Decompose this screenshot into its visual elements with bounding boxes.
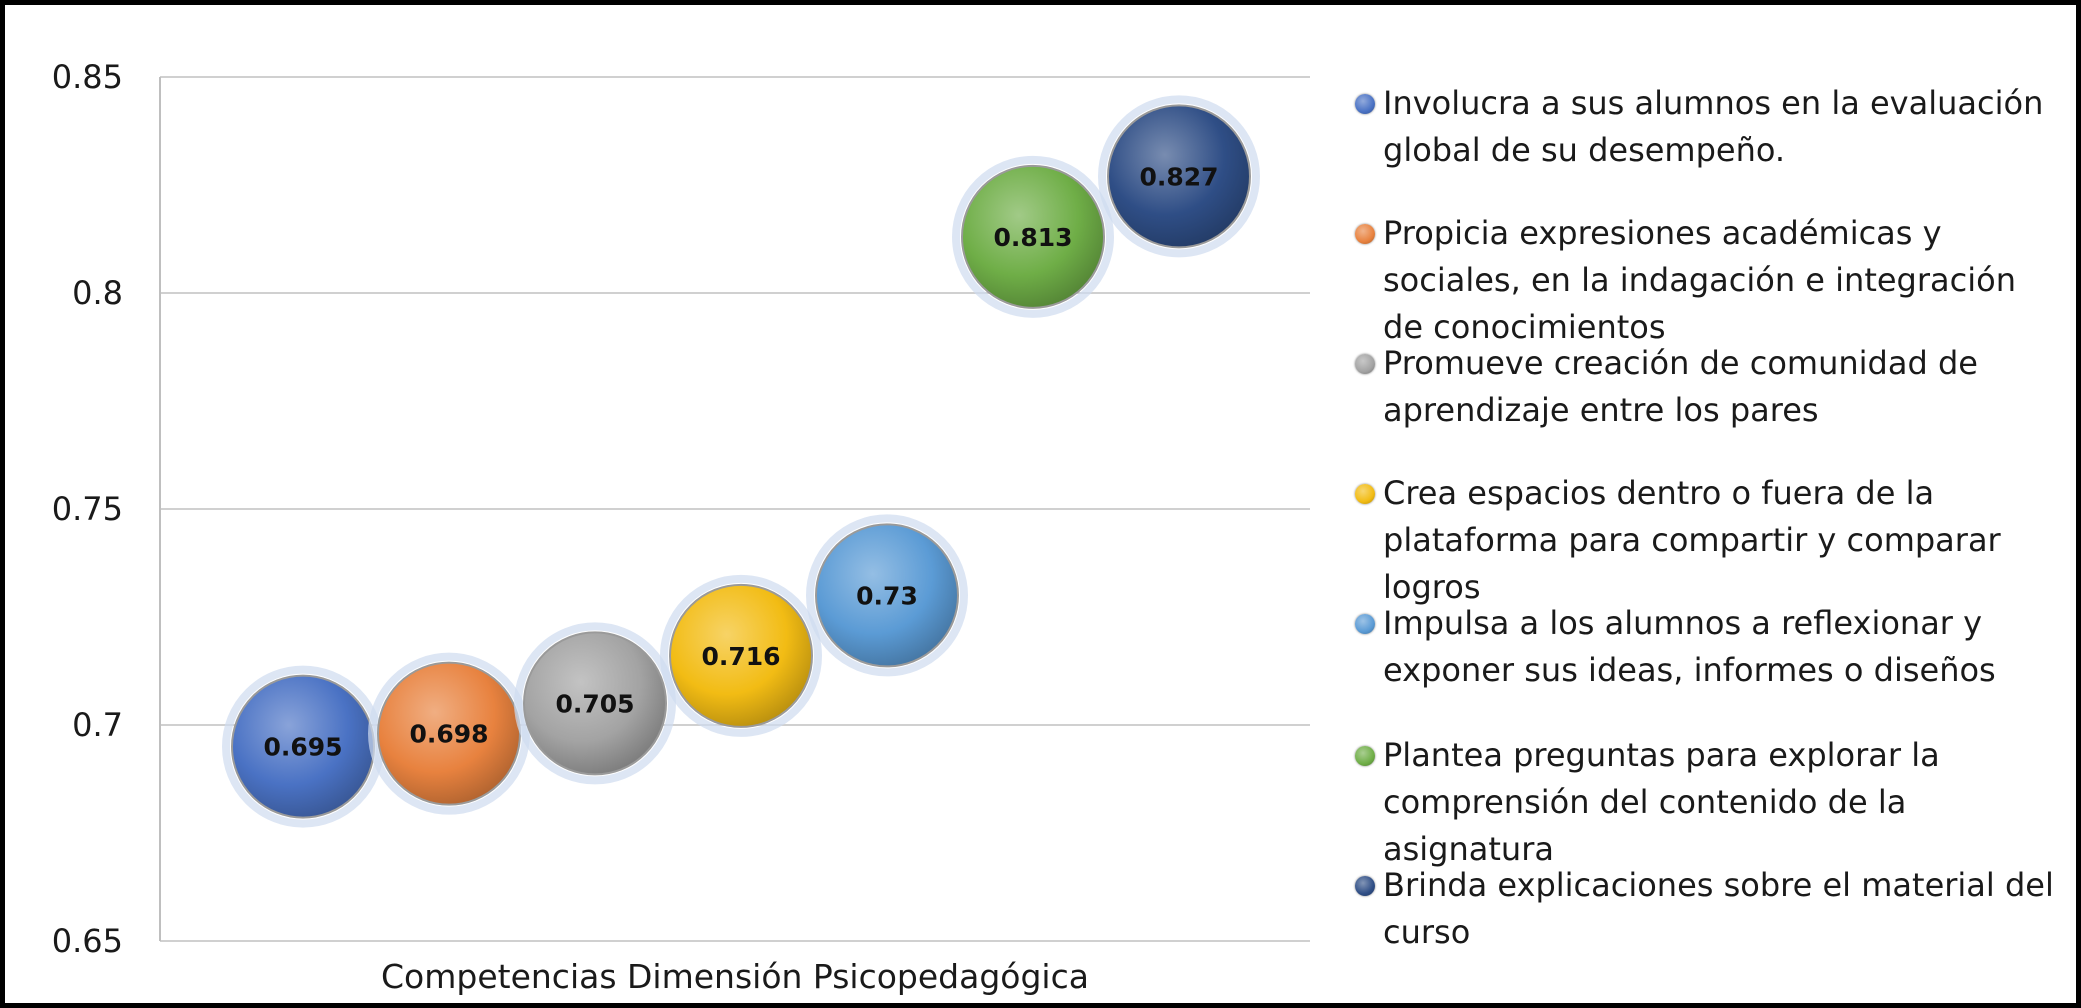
bubble-circle (815, 523, 959, 668)
legend-marker-icon (1355, 224, 1375, 244)
y-tick-label: 0.75 (52, 490, 123, 528)
y-tick-label: 0.7 (72, 706, 123, 744)
bubble: 0.698 (368, 652, 530, 815)
y-tick-label: 0.85 (52, 58, 123, 96)
bubble-value-label: 0.73 (856, 581, 918, 610)
legend-marker-icon (1355, 354, 1375, 374)
legend-label: Promueve creación de comunidad de aprend… (1383, 344, 1978, 429)
bubble-glow (1098, 95, 1260, 258)
bubble-value-label: 0.705 (555, 689, 634, 718)
legend-label: Crea espacios dentro o fuera de la plata… (1383, 474, 2001, 606)
y-tick-label: 0.8 (72, 274, 123, 312)
legend-marker-icon (1355, 746, 1375, 766)
bubble-value-label: 0.813 (993, 223, 1072, 252)
legend-label: Plantea preguntas para explorar la compr… (1383, 736, 1940, 868)
bubble-circle (523, 631, 667, 776)
legend-item: Propicia expresiones académicas y social… (1355, 210, 2055, 351)
bubble: 0.73 (806, 514, 968, 677)
y-tick-labels: 0.65 0.7 0.75 0.8 0.85 (52, 58, 123, 960)
bubble-chart: 0.650.70.750.80.85 0.695 0.6980.7050.7160… (52, 58, 1310, 996)
legend-label: Involucra a sus alumnos en la evaluación… (1383, 84, 2044, 169)
legend-item: Promueve creación de comunidad de aprend… (1355, 340, 2055, 434)
bubble: 0.695 (222, 665, 384, 828)
legend-item: Plantea preguntas para explorar la compr… (1355, 732, 2055, 873)
bubble-glow (952, 155, 1114, 318)
legend-marker-icon (1355, 876, 1375, 896)
bubble-value-label: 0.698 (409, 720, 488, 749)
bubble-value-label: 0.695 (263, 733, 342, 762)
bubble: 0.827 (1098, 95, 1260, 258)
bubble-glow (660, 574, 822, 737)
bubble-circle (961, 164, 1105, 309)
bubble-value-label: 0.827 (1139, 162, 1218, 191)
legend-item: Impulsa a los alumnos a reflexionar y ex… (1355, 600, 2055, 694)
bubble: 0.705 (514, 622, 676, 785)
legend-item: Crea espacios dentro o fuera de la plata… (1355, 470, 2055, 611)
legend-marker-icon (1355, 484, 1375, 504)
bubble-glow (806, 514, 968, 677)
legend-item: Involucra a sus alumnos en la evaluación… (1355, 80, 2055, 174)
bubble: 0.716 (660, 574, 822, 737)
legend-label: Propicia expresiones académicas y social… (1383, 214, 2016, 346)
y-tick-label: 0.65 (52, 922, 123, 960)
bubble-circle (1107, 104, 1251, 249)
x-axis-label: Competencias Dimensión Psicopedagógica (381, 957, 1089, 996)
legend-label: Brinda explicaciones sobre el material d… (1383, 866, 2054, 951)
bubbles: 0.695 0.698 0.705 0.716 0.73 0.813 0.827 (222, 95, 1260, 828)
bubble-value-label: 0.716 (701, 642, 780, 671)
bubble-circle (669, 583, 813, 728)
legend-item: Brinda explicaciones sobre el material d… (1355, 862, 2055, 956)
legend-label: Impulsa a los alumnos a reflexionar y ex… (1383, 604, 1996, 689)
legend-marker-icon (1355, 614, 1375, 634)
legend-marker-icon (1355, 94, 1375, 114)
bubble: 0.813 (952, 155, 1114, 318)
bubble-glow (514, 622, 676, 785)
